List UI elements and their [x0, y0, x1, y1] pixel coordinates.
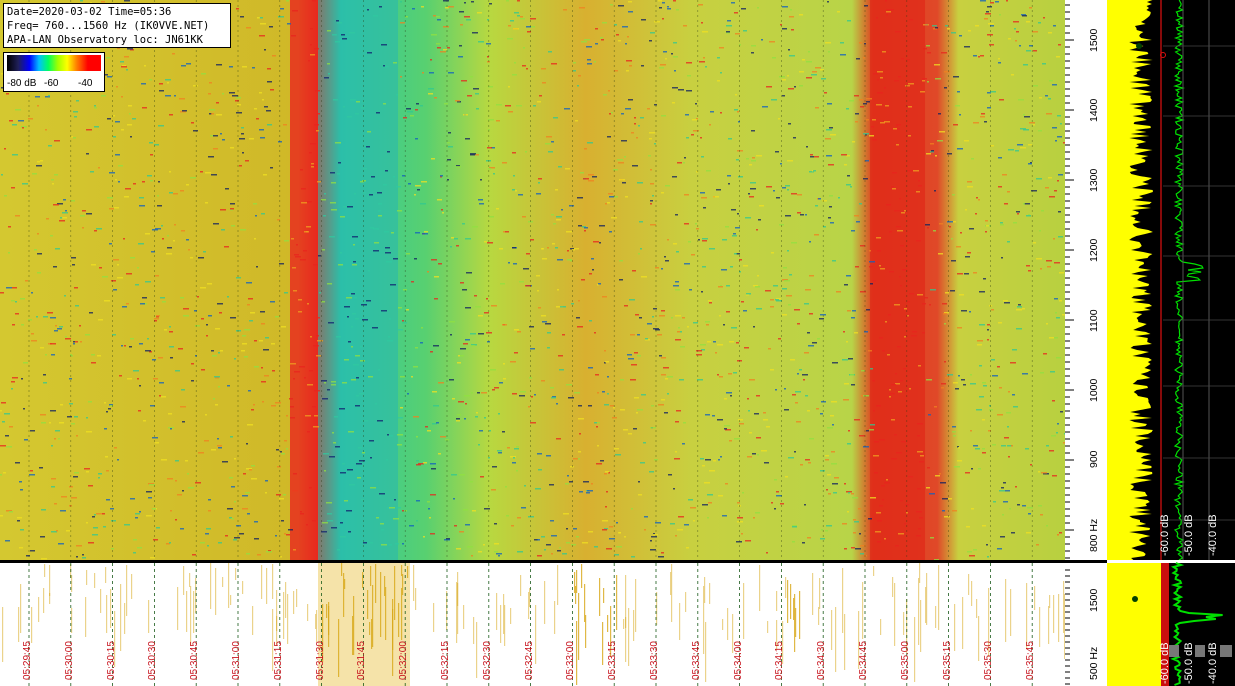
time-label: 05:33:00: [565, 641, 577, 680]
time-label: 05:33:45: [690, 641, 702, 680]
time-label: 05:33:30: [649, 641, 660, 680]
history-db-label-40: -40.0 dB: [1207, 642, 1219, 684]
frequency-ticks: [1065, 4, 1107, 685]
color-scale-bar: [7, 55, 101, 71]
time-label: 05:34:15: [774, 641, 786, 680]
time-label: 05:31:30: [314, 641, 326, 680]
scale-min-label: -80 dB: [7, 78, 37, 89]
history-freq-label-1500: 1500: [1088, 588, 1100, 612]
time-label: 05:30:00: [63, 641, 75, 680]
history-db-label-50: -50.0 dB: [1183, 642, 1195, 684]
frequency-axis: 1500 1400 1300 1200 1100 1000 900 800 Hz…: [1065, 0, 1107, 686]
time-label: 05:34:30: [816, 641, 828, 680]
time-label: 05:35:00: [899, 641, 911, 680]
time-label: 05:32:15: [440, 641, 451, 680]
freq-label-1100: 1100: [1088, 309, 1100, 332]
yellow-spectrum-trace: [1107, 0, 1153, 560]
panel-divider: [0, 560, 1065, 563]
spectrum-panel[interactable]: -60.0 dB -50.0 dB -40.0 dB -60.0 dB -50.…: [1107, 0, 1235, 686]
db-label-50: -50.0 dB: [1183, 514, 1195, 556]
frequency-line: Freq= 760...1560 Hz (IK0VVE.NET): [7, 20, 210, 32]
db-label-60: -60.0 dB: [1159, 514, 1171, 556]
time-label: 05:30:30: [147, 641, 159, 680]
history-marker-box-2: [1195, 645, 1205, 657]
time-grid: [28, 0, 1033, 560]
history-marker-box-3: [1220, 645, 1232, 657]
time-label: 05:35:15: [941, 641, 953, 680]
history-peak-marker: [1132, 596, 1138, 602]
spectrogram-canvas: [0, 0, 1065, 560]
time-label: 05:31:00: [231, 641, 242, 680]
location-line: APA-LAN Observatory loc: JN61KK: [7, 34, 203, 46]
scale-max-label: -40: [78, 78, 93, 89]
spectrum-canvas: [1107, 0, 1235, 686]
time-label: 05:32:00: [398, 641, 410, 680]
freq-label-1000: 1000: [1088, 378, 1100, 402]
time-label: 05:30:15: [105, 641, 117, 680]
history-freq-label-500: 500 Hz: [1088, 646, 1100, 680]
freq-label-1500: 1500: [1088, 28, 1100, 52]
freq-label-1200: 1200: [1088, 238, 1100, 262]
time-label: 05:33:15: [607, 641, 619, 680]
time-label: 05:31:45: [356, 641, 368, 680]
time-label: 05:31:15: [272, 641, 284, 680]
scale-mid-label: -60: [44, 78, 59, 89]
history-yellow-fill: [1107, 563, 1161, 686]
peak-marker-red: [1160, 52, 1166, 58]
history-db-label-60: -60.0 dB: [1159, 642, 1171, 684]
time-label: 05:32:45: [523, 641, 535, 680]
history-streaks: [2, 563, 1065, 685]
time-label: 05:35:45: [1025, 641, 1037, 680]
waterfall-spectrogram[interactable]: [0, 0, 1065, 560]
green-spectrum-trace: [1173, 0, 1204, 561]
time-label: 05:34:00: [732, 641, 744, 680]
history-strip[interactable]: 05:29:45 05:30:00 05:30:15 05:30:30 05:30:45…: [0, 563, 1065, 686]
freq-label-900: 900: [1088, 450, 1100, 468]
db-label-40: -40.0 dB: [1207, 514, 1219, 556]
spectrogram-noise: [0, 0, 1065, 560]
history-marker-box-1: [1169, 645, 1179, 657]
color-scale-legend: -80 dB -60 -40: [3, 52, 105, 92]
history-green-trace: [1170, 562, 1223, 686]
time-label: 05:29:45: [22, 641, 33, 680]
freq-label-1300: 1300: [1088, 168, 1100, 192]
history-red-band: [1161, 563, 1169, 686]
freq-label-800: 800 Hz: [1088, 518, 1100, 552]
date-time-line: Date=2020-03-02 Time=05:36: [7, 6, 172, 18]
freq-label-1400: 1400: [1088, 98, 1100, 122]
time-label: 05:32:30: [481, 641, 493, 680]
time-label: 05:30:45: [189, 641, 201, 680]
history-time-grid: [28, 563, 1033, 686]
time-label: 05:35:30: [983, 641, 995, 680]
peak-marker: [1136, 43, 1142, 49]
info-box: Date=2020-03-02 Time=05:36 Freq= 760...1…: [3, 3, 231, 48]
time-label: 05:34:45: [858, 641, 869, 680]
panel-hgrid: [1163, 45, 1235, 521]
history-canvas: [2, 563, 1065, 686]
